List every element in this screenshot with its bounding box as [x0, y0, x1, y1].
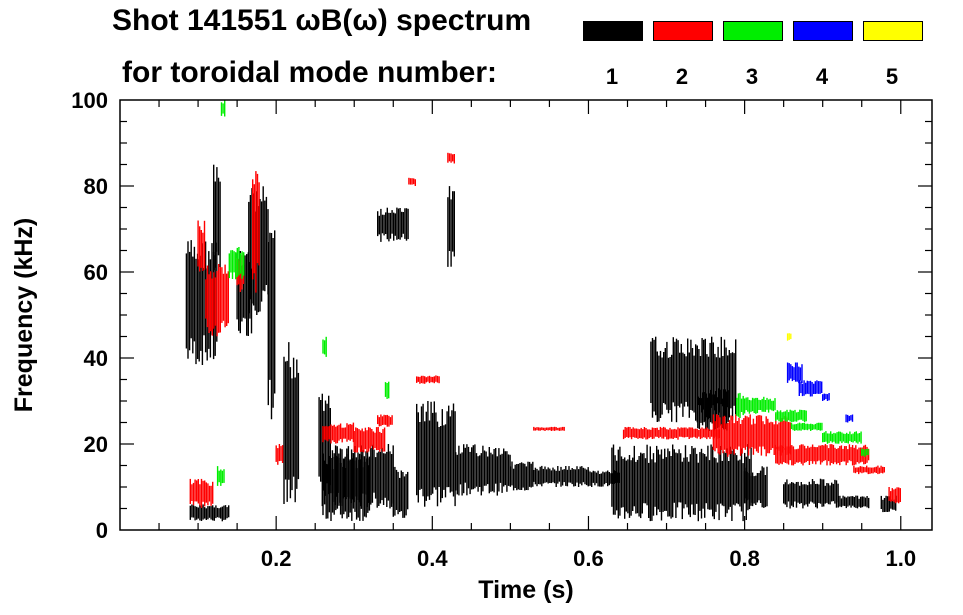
series-n3: [216, 100, 869, 486]
y-axis-label: Frequency (kHz): [10, 218, 38, 412]
y-tick-label: 0: [96, 518, 108, 543]
legend-swatch-1: [583, 21, 643, 41]
series-n4: [786, 362, 854, 423]
legend-label-4: 4: [815, 64, 829, 89]
chart-title: Shot 141551 ωB(ω) spectrum: [112, 4, 532, 37]
y-tick-label: 40: [84, 346, 108, 371]
y-tick-label: 80: [84, 174, 108, 199]
x-tick-label: 0.4: [417, 546, 448, 571]
axes-layer: 0.2 0.4 0.6 0.8 1.0 0 20 40 60 80 100: [71, 88, 932, 571]
chart-subtitle: for toroidal mode number:: [122, 56, 497, 89]
legend-swatch-3: [723, 21, 783, 41]
legend-swatch-2: [653, 21, 713, 41]
legend-label-2: 2: [675, 64, 689, 89]
series-n5: [786, 333, 792, 341]
x-tick-label: 0.2: [261, 546, 292, 571]
legend-swatch-4: [793, 21, 853, 41]
y-tick-label: 20: [84, 432, 108, 457]
x-axis-label: Time (s): [478, 576, 573, 604]
x-tick-label: 1.0: [885, 546, 916, 571]
series-n1: [185, 164, 897, 522]
y-tick-label: 60: [84, 260, 108, 285]
y-tick-label: 100: [71, 88, 108, 113]
legend-label-3: 3: [745, 64, 759, 89]
data-layer: [185, 100, 901, 522]
x-tick-label: 0.8: [729, 546, 760, 571]
x-tick-label: 0.6: [573, 546, 604, 571]
series-n2: [189, 152, 901, 508]
legend-label-5: 5: [885, 64, 899, 89]
legend-label-1: 1: [605, 64, 619, 89]
legend-swatch-5: [863, 21, 923, 41]
